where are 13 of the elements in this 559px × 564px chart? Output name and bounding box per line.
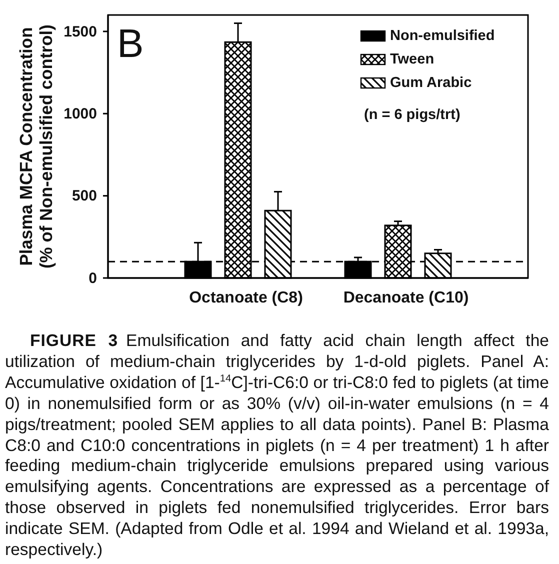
y-tick-label: 0 [88,270,97,287]
legend-label: Gum Arabic [390,75,472,91]
x-tick-label: Decanoate (C10) [343,289,469,306]
caption: FIGURE 3 [30,331,118,350]
x-tick-label: Octanoate (C8) [189,289,303,306]
y-tick-label: 1500 [64,23,97,40]
legend-label: Tween [390,52,434,68]
annotation: (n = 6 pigs/trt) [364,107,460,123]
y-axis-title: Plasma MCFA Concentration (% of Non-emulsified control) [16,24,56,269]
annotation: B [117,22,144,66]
y-tick-label: 500 [72,188,97,205]
legend-label: Non-emulsified [390,28,495,44]
y-tick-label: 1000 [64,105,97,122]
